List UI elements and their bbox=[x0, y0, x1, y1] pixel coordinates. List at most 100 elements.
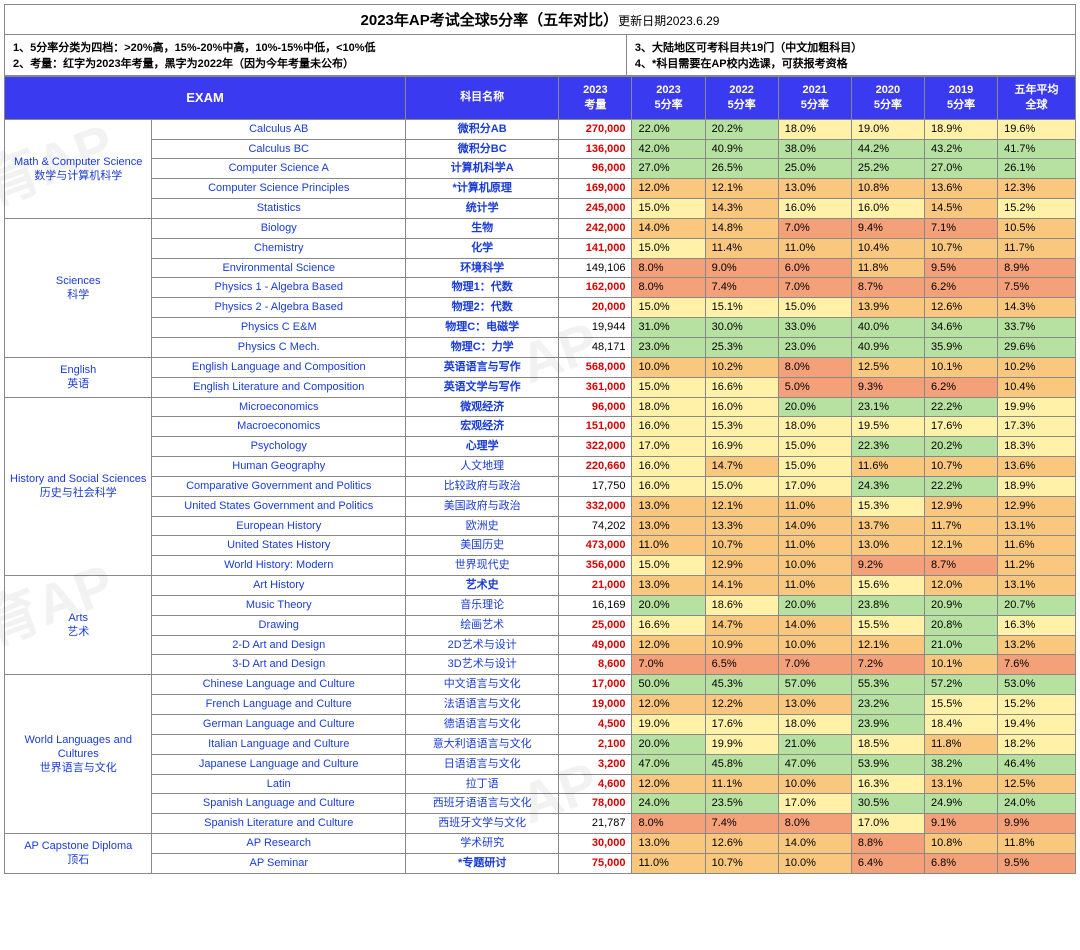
pct-cell: 6.4% bbox=[851, 853, 924, 873]
exam-en: Statistics bbox=[152, 199, 406, 219]
pct-cell: 10.1% bbox=[924, 357, 997, 377]
pct-cell: 18.5% bbox=[851, 734, 924, 754]
pct-cell: 10.1% bbox=[924, 655, 997, 675]
pct-cell: 27.0% bbox=[632, 159, 705, 179]
exam-cn: 微观经济 bbox=[406, 397, 559, 417]
exam-cn: 美国政府与政治 bbox=[406, 496, 559, 516]
pct-cell: 33.0% bbox=[778, 318, 851, 338]
pct-cell: 15.0% bbox=[778, 457, 851, 477]
pct-cell: 8.9% bbox=[998, 258, 1076, 278]
pct-cell: 8.0% bbox=[632, 814, 705, 834]
pct-cell: 18.0% bbox=[778, 715, 851, 735]
pct-cell: 13.1% bbox=[998, 516, 1076, 536]
pct-cell: 10.2% bbox=[705, 357, 778, 377]
exam-cn: 法语语言与文化 bbox=[406, 695, 559, 715]
pct-cell: 11.6% bbox=[998, 536, 1076, 556]
pct-cell: 15.6% bbox=[851, 576, 924, 596]
exam-count: 162,000 bbox=[559, 278, 632, 298]
pct-cell: 20.0% bbox=[632, 595, 705, 615]
pct-cell: 11.6% bbox=[851, 457, 924, 477]
note-3: 3、大陆地区可考科目共19门（中文加粗科目） bbox=[635, 39, 1067, 55]
pct-cell: 9.5% bbox=[998, 853, 1076, 873]
pct-cell: 34.6% bbox=[924, 318, 997, 338]
pct-cell: 23.9% bbox=[851, 715, 924, 735]
table-row: English Literature and Composition英语文学与写… bbox=[5, 377, 1076, 397]
pct-cell: 10.4% bbox=[851, 238, 924, 258]
pct-cell: 17.0% bbox=[632, 437, 705, 457]
exam-en: Comparative Government and Politics bbox=[152, 476, 406, 496]
exam-cn: 世界现代史 bbox=[406, 556, 559, 576]
pct-cell: 22.0% bbox=[632, 119, 705, 139]
pct-cell: 13.0% bbox=[778, 695, 851, 715]
pct-cell: 8.7% bbox=[851, 278, 924, 298]
pct-cell: 18.0% bbox=[778, 417, 851, 437]
pct-cell: 18.9% bbox=[924, 119, 997, 139]
exam-cn: 美国历史 bbox=[406, 536, 559, 556]
exam-en: 3-D Art and Design bbox=[152, 655, 406, 675]
pct-cell: 14.7% bbox=[705, 457, 778, 477]
exam-cn: 物理C：力学 bbox=[406, 337, 559, 357]
pct-cell: 13.7% bbox=[851, 516, 924, 536]
pct-cell: 11.0% bbox=[778, 238, 851, 258]
pct-cell: 23.8% bbox=[851, 595, 924, 615]
pct-cell: 20.8% bbox=[924, 615, 997, 635]
pct-cell: 12.0% bbox=[924, 576, 997, 596]
pct-cell: 16.0% bbox=[632, 417, 705, 437]
exam-en: Physics C Mech. bbox=[152, 337, 406, 357]
pct-cell: 11.2% bbox=[998, 556, 1076, 576]
pct-cell: 22.2% bbox=[924, 397, 997, 417]
exam-cn: *计算机原理 bbox=[406, 179, 559, 199]
category-cell: Math & Computer Science数学与计算机科学 bbox=[5, 119, 152, 218]
pct-cell: 40.9% bbox=[851, 337, 924, 357]
pct-cell: 24.0% bbox=[632, 794, 705, 814]
pct-cell: 14.7% bbox=[705, 615, 778, 635]
exam-count: 19,944 bbox=[559, 318, 632, 338]
table-row: Computer Science A计算机科学A96,00027.0%26.5%… bbox=[5, 159, 1076, 179]
exam-count: 270,000 bbox=[559, 119, 632, 139]
pct-cell: 9.5% bbox=[924, 258, 997, 278]
table-row: Macroeconomics宏观经济151,00016.0%15.3%18.0%… bbox=[5, 417, 1076, 437]
pct-cell: 17.0% bbox=[778, 476, 851, 496]
pct-cell: 6.5% bbox=[705, 655, 778, 675]
pct-cell: 7.1% bbox=[924, 218, 997, 238]
pct-cell: 15.0% bbox=[632, 199, 705, 219]
exam-en: Art History bbox=[152, 576, 406, 596]
exam-cn: 宏观经济 bbox=[406, 417, 559, 437]
pct-cell: 18.6% bbox=[705, 595, 778, 615]
exam-cn: 西班牙文学与文化 bbox=[406, 814, 559, 834]
exam-en: Spanish Literature and Culture bbox=[152, 814, 406, 834]
exam-cn: 微积分AB bbox=[406, 119, 559, 139]
pct-cell: 14.0% bbox=[778, 615, 851, 635]
pct-cell: 7.0% bbox=[632, 655, 705, 675]
exam-en: Physics 2 - Algebra Based bbox=[152, 298, 406, 318]
exam-cn: 心理学 bbox=[406, 437, 559, 457]
pct-cell: 16.0% bbox=[632, 457, 705, 477]
pct-cell: 23.1% bbox=[851, 397, 924, 417]
pct-cell: 16.9% bbox=[705, 437, 778, 457]
exam-count: 16,169 bbox=[559, 595, 632, 615]
pct-cell: 20.0% bbox=[778, 397, 851, 417]
pct-cell: 24.0% bbox=[998, 794, 1076, 814]
pct-cell: 7.2% bbox=[851, 655, 924, 675]
pct-cell: 23.0% bbox=[632, 337, 705, 357]
exam-en: Spanish Language and Culture bbox=[152, 794, 406, 814]
pct-cell: 55.3% bbox=[851, 675, 924, 695]
table-row: Physics C Mech.物理C：力学48,17123.0%25.3%23.… bbox=[5, 337, 1076, 357]
table-row: Music Theory音乐理论16,16920.0%18.6%20.0%23.… bbox=[5, 595, 1076, 615]
table-row: Physics 2 - Algebra Based物理2：代数20,00015.… bbox=[5, 298, 1076, 318]
pct-cell: 7.0% bbox=[778, 218, 851, 238]
exam-count: 78,000 bbox=[559, 794, 632, 814]
pct-cell: 20.0% bbox=[632, 734, 705, 754]
pct-cell: 11.7% bbox=[924, 516, 997, 536]
pct-cell: 11.0% bbox=[778, 576, 851, 596]
pct-cell: 19.6% bbox=[998, 119, 1076, 139]
exam-en: 2-D Art and Design bbox=[152, 635, 406, 655]
table-row: Psychology心理学322,00017.0%16.9%15.0%22.3%… bbox=[5, 437, 1076, 457]
table-row: Spanish Literature and Culture西班牙文学与文化21… bbox=[5, 814, 1076, 834]
pct-cell: 15.0% bbox=[632, 556, 705, 576]
exam-en: United States History bbox=[152, 536, 406, 556]
pct-cell: 12.9% bbox=[705, 556, 778, 576]
pct-cell: 25.2% bbox=[851, 159, 924, 179]
pct-cell: 38.2% bbox=[924, 754, 997, 774]
exam-cn: 3D艺术与设计 bbox=[406, 655, 559, 675]
